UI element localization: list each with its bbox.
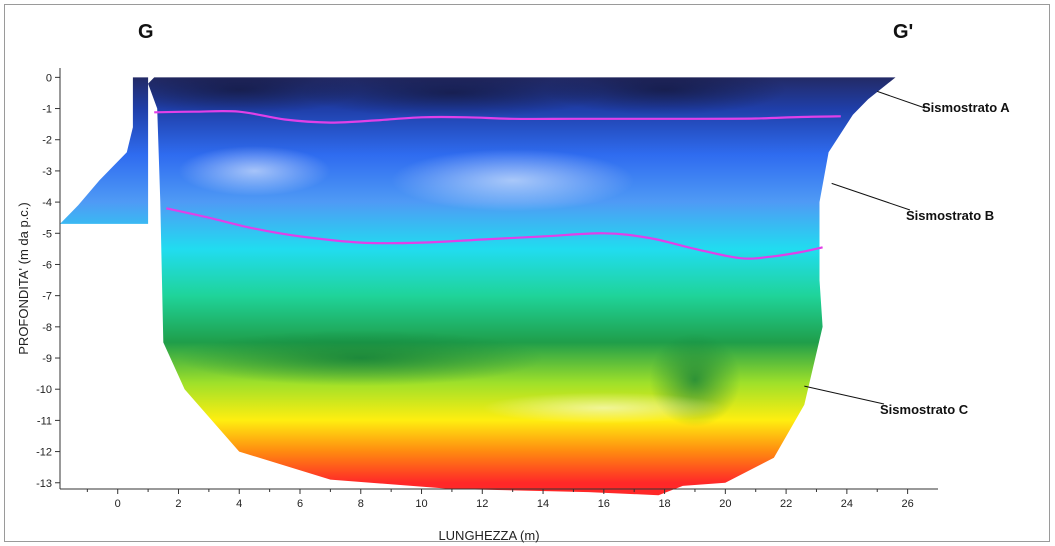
x-axis-title: LUNGHEZZA (m) <box>438 528 539 543</box>
x-tick-label: 4 <box>236 498 242 510</box>
y-tick-label: -3 <box>42 166 52 178</box>
x-tick-label: 20 <box>719 498 731 510</box>
y-tick-label: -10 <box>36 384 52 396</box>
annotation-leader-line <box>831 182 911 211</box>
y-tick-label: -12 <box>36 447 52 459</box>
axes: 0-1-2-3-4-5-6-7-8-9-10-11-12-130 2 4 6 8 10 12… <box>16 68 938 543</box>
x-tick-label: 18 <box>658 498 670 510</box>
y-tick-label: -7 <box>42 291 52 303</box>
x-tick-label: 2 <box>175 498 181 510</box>
layer-boundaries <box>154 110 841 260</box>
x-tick-label: 6 <box>297 498 303 510</box>
y-tick-label: -1 <box>42 104 52 116</box>
y-axis-title: PROFONDITA' (m da p.c.) <box>16 202 31 354</box>
annotation-label: Sismostrato B <box>906 208 994 223</box>
velocity-anomalies <box>148 77 787 427</box>
texture-blob <box>543 77 787 115</box>
profile-main-body <box>148 77 896 496</box>
annotation-label: Sismostrato C <box>880 402 969 417</box>
y-tick-label: -9 <box>42 353 52 365</box>
y-tick-label: 0 <box>46 72 52 84</box>
annotation-label: Sismostrato A <box>922 100 1010 115</box>
x-tick-label: 26 <box>901 498 913 510</box>
x-tick-label: 24 <box>841 498 853 510</box>
x-tick-label: 16 <box>598 498 610 510</box>
x-tick-label: 10 <box>415 498 427 510</box>
chart-labels: G G' Sismostrato A Sismostrato B Sismostrato… <box>138 21 1010 417</box>
texture-blob <box>482 392 726 424</box>
y-tick-label: -8 <box>42 322 52 334</box>
texture-blob <box>178 329 544 387</box>
y-tick-label: -2 <box>42 135 52 147</box>
annotation-leader-line <box>804 385 885 405</box>
boundary-line-1 <box>154 110 841 124</box>
x-tick-label: 12 <box>476 498 488 510</box>
x-tick-label: 22 <box>780 498 792 510</box>
boundary-line-2 <box>166 207 823 260</box>
y-tick-label: -11 <box>37 415 52 427</box>
section-end-label: G' <box>893 21 913 43</box>
chart-frame <box>4 4 1050 542</box>
x-tick-label: 8 <box>358 498 364 510</box>
texture-blob <box>148 77 361 115</box>
x-tick-label: 0 <box>115 498 121 510</box>
texture-blob <box>178 145 331 196</box>
section-start-label: G <box>138 21 154 43</box>
y-tick-label: -5 <box>42 228 52 240</box>
y-tick-label: -4 <box>42 197 52 209</box>
velocity-profile <box>60 77 896 496</box>
profile-left-block <box>60 77 149 224</box>
annotation-leader-line <box>877 90 926 109</box>
y-tick-label: -13 <box>36 478 52 490</box>
x-tick-label: 14 <box>537 498 549 510</box>
y-tick-label: -6 <box>42 259 52 271</box>
texture-blob <box>391 149 635 212</box>
texture-blob <box>300 77 604 118</box>
